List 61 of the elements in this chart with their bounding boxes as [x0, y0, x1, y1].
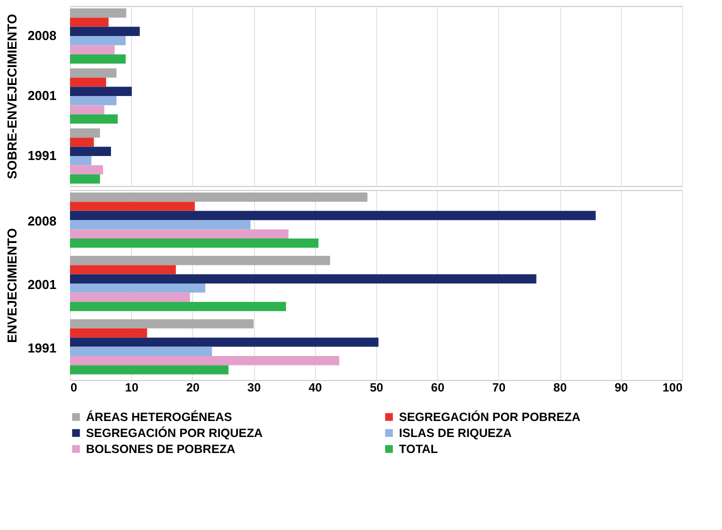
bar — [70, 146, 112, 156]
x-tick-label: 50 — [370, 380, 384, 394]
bar — [70, 229, 288, 239]
bar — [70, 105, 104, 114]
x-tick-label: 20 — [186, 380, 200, 394]
x-tick-label: 10 — [125, 380, 139, 394]
legend-label: SEGREGACIÓN POR RIQUEZA — [86, 426, 264, 440]
bar — [70, 356, 340, 366]
legend-label: ISLAS DE RIQUEZA — [399, 426, 512, 440]
legend-label: BOLSONES DE POBREZA — [86, 442, 236, 456]
bar — [70, 238, 318, 248]
bar — [70, 338, 378, 347]
y-axis-title: SOBRE-ENVEJECIMIENTO — [4, 14, 20, 180]
x-tick-label: 0 — [70, 380, 78, 394]
bar — [70, 128, 100, 138]
bar — [70, 265, 176, 274]
x-tick-label: 60 — [431, 380, 445, 394]
x-tick-label: 100 — [662, 380, 683, 394]
bar — [70, 96, 117, 106]
legend-label: ÁREAS HETEROGÉNEAS — [86, 410, 232, 424]
bar — [70, 68, 117, 78]
bar — [70, 220, 251, 230]
bar — [70, 283, 206, 293]
bar — [70, 174, 100, 184]
bar — [70, 302, 286, 312]
bar — [70, 36, 126, 46]
bar — [70, 256, 330, 266]
y-tick-label: 2001 — [28, 88, 56, 103]
y-tick-label: 2001 — [28, 277, 56, 292]
x-tick-label: 40 — [308, 380, 322, 394]
bar — [70, 274, 536, 284]
bar — [70, 346, 212, 356]
y-tick-label: 1991 — [28, 340, 56, 356]
legend-label: TOTAL — [399, 442, 438, 456]
y-tick-label: 2008 — [28, 28, 56, 43]
bar — [70, 210, 596, 220]
bar — [70, 156, 92, 166]
bar — [70, 8, 126, 18]
x-tick-label: 90 — [614, 380, 628, 394]
y-tick-label: 2008 — [28, 214, 56, 229]
bar — [70, 192, 368, 202]
bar — [70, 54, 126, 64]
y-axis-title: ENVEJECIMIENTO — [4, 228, 20, 343]
bar — [70, 165, 104, 174]
bar — [70, 78, 106, 87]
bar — [70, 18, 109, 27]
bar — [70, 26, 140, 36]
bar — [70, 319, 254, 328]
bar — [70, 114, 118, 124]
bar — [70, 292, 190, 302]
bar — [70, 202, 195, 211]
x-tick-label: 80 — [553, 380, 568, 394]
x-tick-label: 70 — [492, 380, 506, 394]
bar — [70, 45, 115, 54]
bar — [70, 86, 132, 96]
bar — [70, 365, 229, 374]
x-tick-label: 30 — [247, 380, 262, 394]
legend-label: SEGREGACIÓN POR POBREZA — [399, 410, 581, 424]
y-tick-label: 1991 — [28, 148, 56, 163]
bar — [70, 328, 148, 338]
bar — [70, 138, 94, 147]
